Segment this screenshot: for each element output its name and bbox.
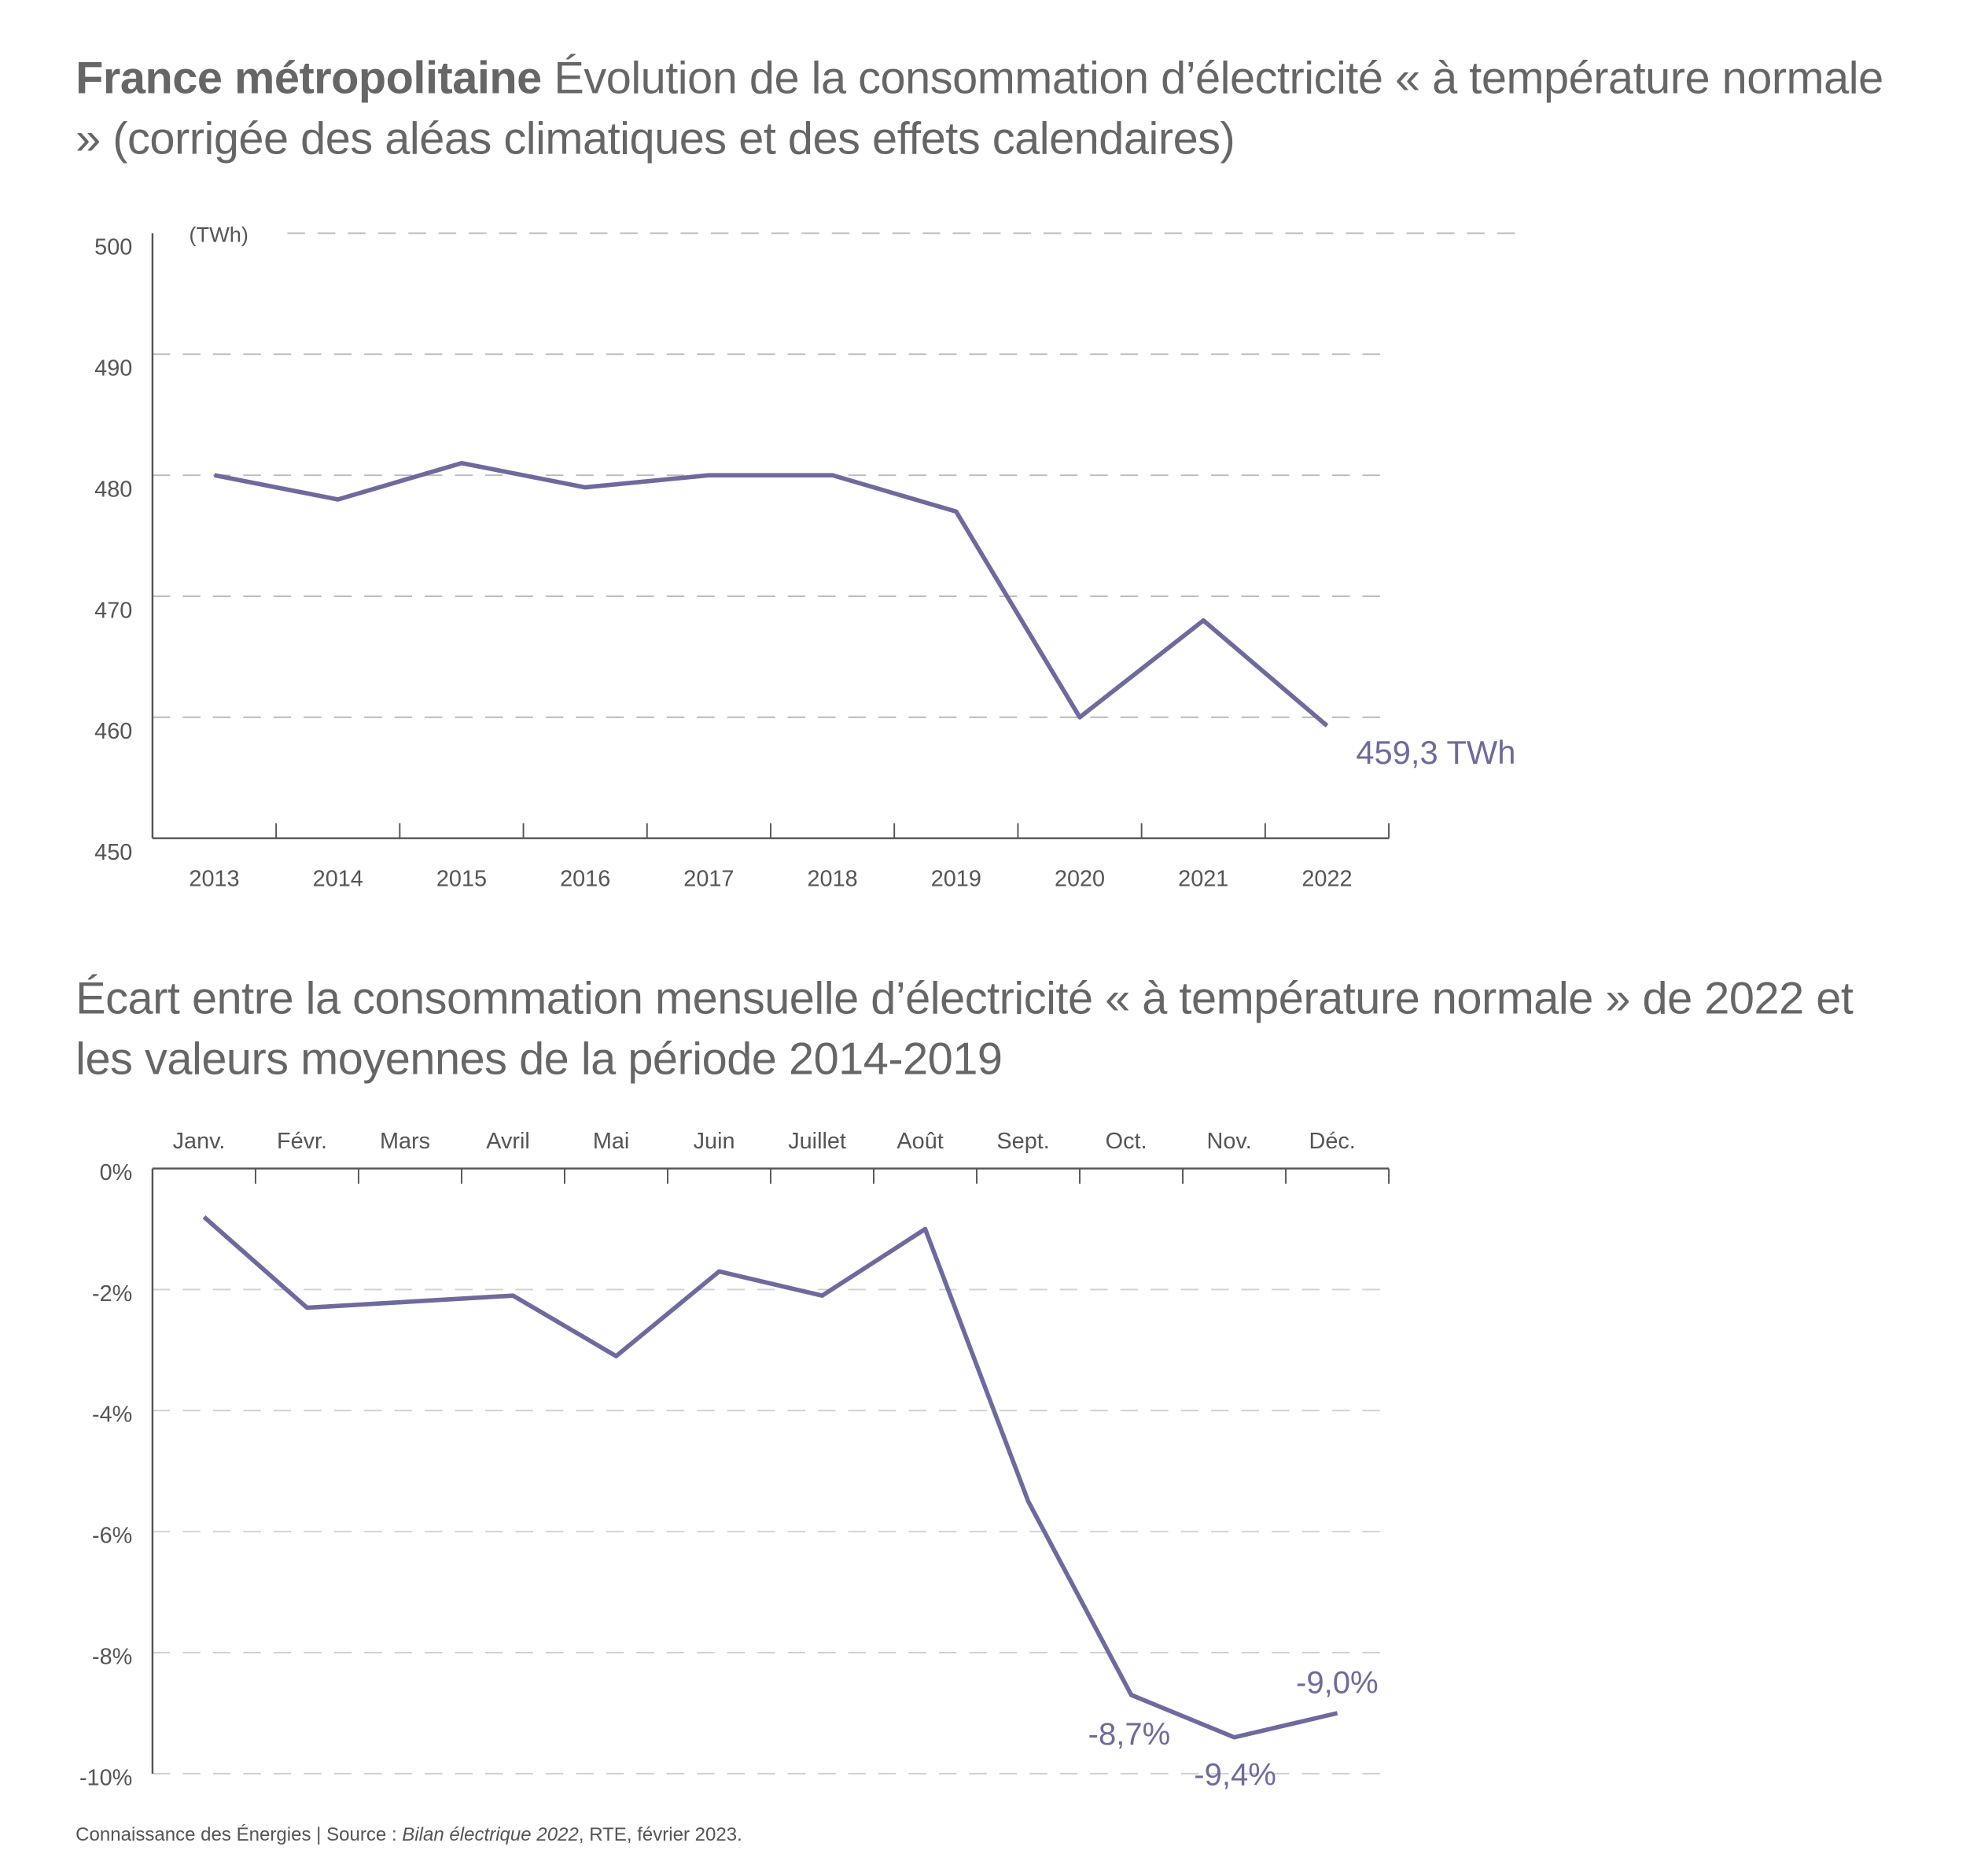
x-tick-label: Janv. (173, 1129, 226, 1154)
x-tick-label: 2018 (808, 867, 858, 892)
y-tick-label: -2% (92, 1281, 132, 1307)
x-tick-label: 2013 (189, 867, 239, 892)
x-tick-label: 2019 (931, 867, 981, 892)
y-tick-label: 470 (94, 598, 132, 623)
x-tick-label: 2015 (436, 867, 487, 892)
x-tick-label: Nov. (1207, 1129, 1252, 1154)
x-tick-label: 2022 (1301, 867, 1352, 892)
footer-suffix: , RTE, février 2023. (578, 1823, 742, 1846)
value-annotation: -9,0% (1296, 1665, 1379, 1700)
footer-prefix: Connaissance des Énergies | Source : (75, 1823, 403, 1846)
footer-publication: Bilan électrique 2022 (402, 1823, 579, 1846)
y-tick-label: 0% (100, 1160, 133, 1185)
y-tick-label: -6% (92, 1524, 132, 1549)
y-tick-label: -10% (79, 1765, 132, 1790)
x-tick-label: Déc. (1309, 1129, 1356, 1154)
x-tick-label: 2020 (1055, 867, 1105, 892)
series-line (213, 460, 1329, 728)
y-tick-label: 500 (94, 235, 132, 260)
x-tick-label: Févr. (277, 1129, 327, 1154)
x-tick-label: Mai (593, 1129, 629, 1154)
y-tick-label: 450 (94, 840, 132, 865)
x-tick-label: Août (896, 1129, 943, 1154)
x-tick-label: Mars (380, 1129, 430, 1154)
x-tick-label: Juin (694, 1129, 735, 1154)
y-tick-label: 460 (94, 719, 132, 744)
value-annotation: 459,3 TWh (1356, 734, 1515, 771)
x-tick-label: Juillet (788, 1129, 846, 1154)
y-tick-label: -4% (92, 1402, 132, 1428)
y-axis-unit: (TWh) (189, 223, 249, 247)
x-tick-label: Oct. (1106, 1129, 1147, 1154)
value-annotation: -8,7% (1088, 1717, 1171, 1752)
value-annotation: -9,4% (1194, 1757, 1276, 1792)
chart2-title: Écart entre la consommation mensuelle d’… (75, 971, 1854, 1085)
chart1-title: France métropolitaine Évolution de la co… (75, 48, 1916, 169)
y-tick-label: 480 (94, 477, 132, 502)
x-tick-label: 2021 (1178, 867, 1228, 892)
x-tick-label: 2014 (313, 867, 363, 892)
y-tick-label: 490 (94, 356, 132, 381)
x-tick-label: 2017 (683, 867, 734, 892)
x-tick-label: Avril (486, 1129, 530, 1154)
y-tick-label: -8% (92, 1644, 132, 1669)
title-text: Évolution de la consommation d’électrici… (75, 51, 1883, 164)
x-tick-label: 2016 (560, 867, 610, 892)
source-footer: Connaissance des Énergies | Source : Bil… (75, 1824, 742, 1845)
title-region: France métropolitaine (75, 51, 542, 104)
x-tick-label: Sept. (996, 1129, 1049, 1154)
series-line (202, 1215, 1338, 1740)
